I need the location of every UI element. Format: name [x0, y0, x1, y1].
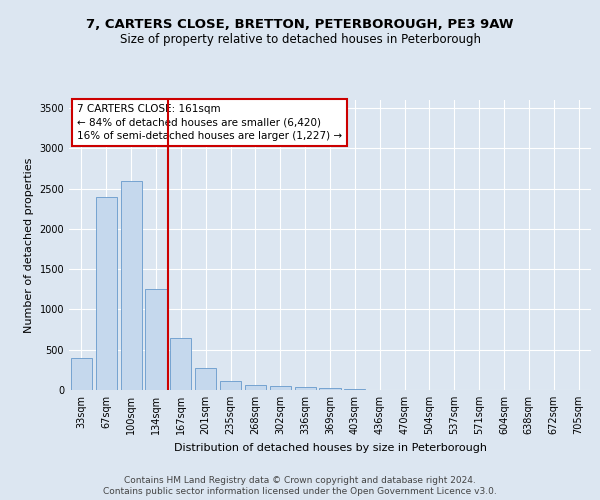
Text: Contains HM Land Registry data © Crown copyright and database right 2024.: Contains HM Land Registry data © Crown c…: [124, 476, 476, 485]
Text: Size of property relative to detached houses in Peterborough: Size of property relative to detached ho…: [119, 32, 481, 46]
Bar: [319, 388, 341, 390]
Text: Contains public sector information licensed under the Open Government Licence v3: Contains public sector information licen…: [103, 488, 497, 496]
X-axis label: Distribution of detached houses by size in Peterborough: Distribution of detached houses by size …: [173, 442, 487, 452]
Bar: [96, 196, 117, 390]
Bar: [121, 180, 142, 390]
Bar: [145, 290, 167, 390]
Text: 7, CARTERS CLOSE, BRETTON, PETERBOROUGH, PE3 9AW: 7, CARTERS CLOSE, BRETTON, PETERBOROUGH,…: [86, 18, 514, 30]
Y-axis label: Number of detached properties: Number of detached properties: [24, 158, 34, 332]
Bar: [195, 368, 216, 390]
Bar: [71, 358, 92, 390]
Bar: [295, 387, 316, 390]
Bar: [344, 389, 365, 390]
Text: 7 CARTERS CLOSE: 161sqm
← 84% of detached houses are smaller (6,420)
16% of semi: 7 CARTERS CLOSE: 161sqm ← 84% of detache…: [77, 104, 342, 141]
Bar: [270, 386, 291, 390]
Bar: [245, 385, 266, 390]
Bar: [220, 381, 241, 390]
Bar: [170, 338, 191, 390]
